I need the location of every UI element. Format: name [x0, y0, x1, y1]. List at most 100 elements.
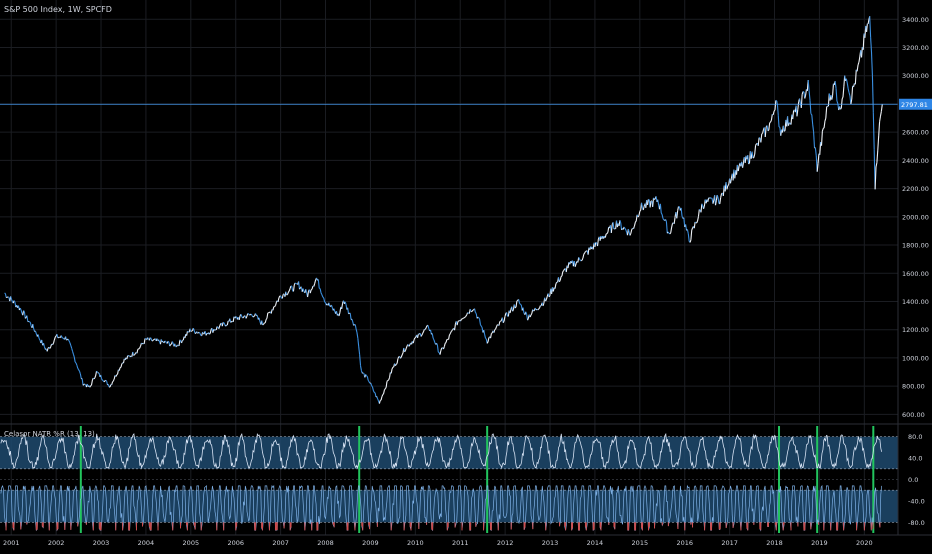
price-segment — [513, 309, 514, 311]
price-segment — [728, 185, 729, 186]
x-tick-label: 2012 — [497, 539, 514, 547]
chart-title: S&P 500 Index, 1W, SPCFD — [4, 5, 112, 14]
price-segment — [253, 317, 254, 318]
price-segment — [465, 316, 466, 317]
price-segment — [58, 337, 59, 338]
x-tick-label: 2013 — [542, 539, 559, 547]
price-segment — [559, 280, 560, 281]
x-tick-label: 2004 — [138, 539, 155, 547]
x-tick-label: 2015 — [632, 539, 649, 547]
price-segment — [458, 321, 459, 322]
price-segment — [191, 331, 192, 332]
price-segment — [55, 336, 56, 337]
price-segment — [663, 219, 664, 220]
price-segment — [385, 387, 386, 388]
price-segment — [485, 338, 486, 339]
price-segment — [749, 163, 750, 164]
y-tick-label: 2000.00 — [902, 213, 929, 221]
x-tick-label: 2014 — [587, 539, 604, 547]
price-segment — [756, 144, 757, 145]
price-segment — [249, 314, 250, 315]
price-segment — [264, 323, 265, 324]
price-segment — [702, 204, 703, 206]
price-segment — [421, 335, 422, 336]
price-segment — [113, 379, 114, 381]
price-segment — [503, 321, 504, 323]
price-segment — [495, 329, 496, 330]
price-segment — [472, 310, 473, 311]
price-segment — [842, 97, 843, 99]
price-segment — [254, 316, 255, 317]
price-segment — [180, 340, 181, 341]
price-segment — [396, 364, 397, 365]
price-segment — [501, 320, 502, 321]
price-segment — [491, 333, 492, 334]
price-segment — [475, 312, 476, 313]
price-segment — [354, 324, 355, 325]
price-segment — [452, 329, 453, 330]
price-segment — [388, 380, 389, 381]
price-segment — [325, 302, 326, 303]
price-segment — [449, 334, 450, 335]
price-segment — [496, 325, 497, 327]
price-segment — [83, 384, 84, 385]
price-segment — [266, 318, 267, 319]
price-segment — [531, 313, 532, 315]
price-segment — [235, 317, 236, 319]
price-segment — [695, 222, 696, 223]
price-segment — [139, 348, 140, 349]
last-price-label: 2797.81 — [901, 101, 928, 109]
price-segment — [104, 381, 105, 382]
price-segment — [400, 357, 401, 358]
price-segment — [414, 338, 415, 340]
price-segment — [668, 232, 669, 233]
price-segment — [777, 101, 778, 106]
price-segment — [425, 328, 426, 330]
y-tick-label: 1400.00 — [902, 298, 929, 306]
price-segment — [382, 395, 383, 397]
price-segment — [153, 340, 154, 341]
y-tick-label: 1600.00 — [902, 270, 929, 278]
price-segment — [200, 334, 201, 336]
price-segment — [224, 323, 225, 325]
price-segment — [134, 355, 135, 356]
price-segment — [811, 114, 812, 115]
price-segment — [102, 379, 103, 380]
price-segment — [395, 364, 396, 366]
price-segment — [311, 289, 312, 290]
price-segment — [323, 297, 324, 298]
price-segment — [198, 333, 199, 334]
osc-y-tick-label: -80.0 — [908, 519, 925, 527]
price-segment — [241, 314, 242, 316]
price-segment — [246, 316, 247, 318]
price-segment — [556, 282, 557, 284]
price-segment — [539, 308, 540, 309]
price-segment — [840, 108, 841, 109]
price-segment — [517, 300, 518, 301]
price-segment — [148, 338, 149, 339]
y-tick-label: 3400.00 — [902, 16, 929, 24]
price-segment — [66, 339, 67, 340]
price-segment — [405, 350, 406, 351]
price-segment — [630, 233, 631, 235]
price-segment — [771, 120, 772, 122]
price-segment — [288, 291, 289, 292]
price-segment — [117, 374, 118, 375]
price-segment — [398, 357, 399, 359]
price-segment — [85, 384, 86, 385]
price-segment — [187, 331, 188, 332]
price-segment — [279, 296, 280, 298]
price-segment — [177, 345, 178, 347]
x-tick-label: 2008 — [317, 539, 334, 547]
price-segment — [670, 233, 671, 234]
price-segment — [546, 299, 547, 301]
osc-y-tick-label: 0.0 — [908, 476, 918, 484]
price-segment — [534, 310, 535, 311]
price-segment — [607, 232, 608, 233]
price-segment — [263, 324, 264, 325]
y-tick-label: 2200.00 — [902, 185, 929, 193]
price-segment — [170, 345, 171, 347]
y-tick-label: 1800.00 — [902, 242, 929, 250]
price-segment — [168, 341, 169, 342]
price-segment — [226, 325, 227, 326]
